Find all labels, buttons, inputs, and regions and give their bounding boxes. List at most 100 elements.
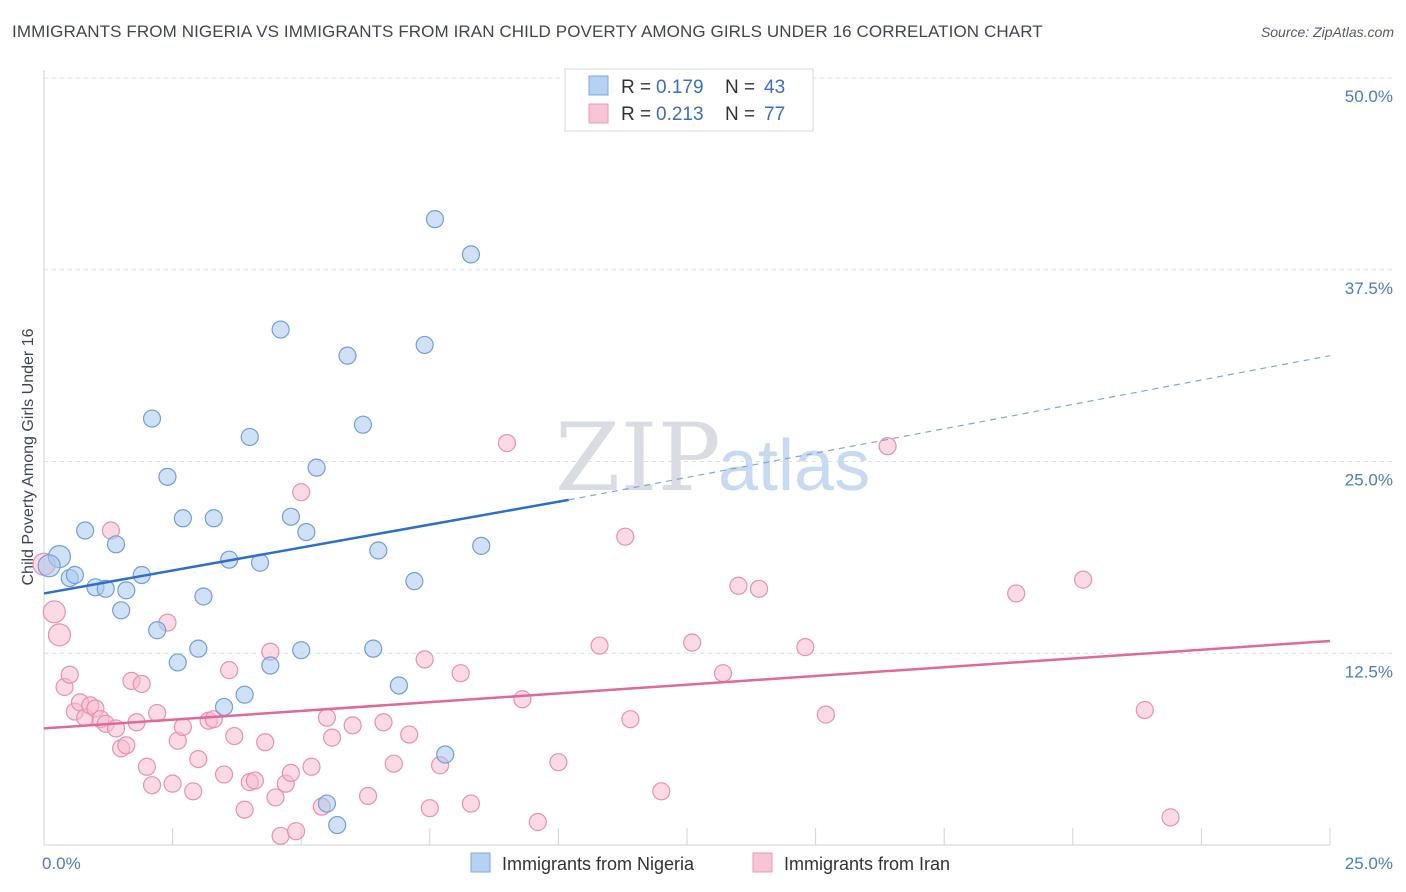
iran-point bbox=[142, 776, 162, 795]
iran-point bbox=[683, 633, 702, 652]
nigeria-point bbox=[158, 467, 177, 486]
nigeria-point bbox=[117, 581, 136, 600]
nigeria-point bbox=[472, 536, 491, 555]
legend-swatch-iran bbox=[588, 103, 609, 124]
nigeria-point bbox=[240, 427, 259, 447]
iran-point bbox=[302, 757, 321, 776]
iran-point bbox=[266, 788, 285, 807]
bottom-legend-swatch-iran bbox=[752, 852, 773, 873]
iran-point bbox=[163, 774, 182, 793]
iran-point bbox=[271, 826, 290, 845]
iran-point bbox=[374, 713, 393, 732]
iran-point bbox=[358, 786, 378, 806]
series-iran-points bbox=[32, 433, 1180, 845]
iran-point bbox=[420, 799, 439, 818]
bottom-legend: Immigrants from Nigeria Immigrants from … bbox=[470, 852, 950, 874]
nigeria-point bbox=[338, 346, 357, 365]
y-tick-label-0: 12.5% bbox=[1345, 662, 1393, 681]
iran-point bbox=[220, 661, 239, 680]
nigeria-point bbox=[281, 507, 301, 526]
nigeria-point bbox=[96, 579, 115, 598]
iran-point bbox=[148, 703, 167, 723]
iran-point bbox=[292, 483, 311, 502]
nigeria-point bbox=[173, 509, 192, 528]
iran-point bbox=[281, 763, 301, 783]
nigeria-point bbox=[461, 245, 481, 264]
source-label: Source: ZipAtlas.com bbox=[1260, 24, 1394, 40]
nigeria-point bbox=[369, 541, 388, 560]
iran-point bbox=[42, 600, 66, 624]
nigeria-point bbox=[76, 521, 95, 540]
legend-r-value-iran: 0.213 bbox=[656, 104, 704, 125]
nigeria-point bbox=[189, 639, 208, 658]
iran-point bbox=[137, 757, 156, 776]
iran-point bbox=[816, 705, 835, 724]
iran-point bbox=[317, 708, 337, 727]
iran-point bbox=[549, 753, 568, 772]
x-tick-label-min: 0.0% bbox=[42, 854, 81, 873]
iran-point bbox=[384, 754, 403, 773]
iran-point bbox=[461, 794, 481, 813]
trend-line-nigeria bbox=[43, 498, 569, 595]
legend-r-value-nigeria: 0.179 bbox=[656, 77, 704, 98]
iran-point bbox=[173, 717, 192, 736]
iran-point bbox=[117, 736, 136, 755]
iran-point bbox=[256, 733, 275, 752]
y-axis-label: Child Poverty Among Girls Under 16 bbox=[20, 328, 37, 585]
iran-point bbox=[1161, 808, 1180, 827]
nigeria-point bbox=[204, 509, 223, 528]
iran-point bbox=[796, 638, 815, 657]
legend-n-value-nigeria: 43 bbox=[764, 77, 785, 98]
nigeria-point bbox=[142, 409, 162, 428]
iran-point bbox=[621, 710, 640, 729]
watermark-zip: ZIP bbox=[555, 404, 721, 513]
iran-point bbox=[878, 437, 897, 456]
nigeria-point bbox=[271, 320, 290, 339]
iran-point bbox=[590, 636, 609, 655]
x-tick-label-max: 25.0% bbox=[1345, 854, 1393, 873]
iran-point bbox=[132, 674, 151, 694]
iran-point bbox=[60, 665, 79, 684]
bottom-legend-label-iran: Immigrants from Iran bbox=[784, 854, 950, 874]
trend-line-nigeria-extension bbox=[568, 355, 1331, 501]
legend-n-label-nigeria: N = bbox=[725, 77, 755, 98]
iran-point bbox=[1135, 700, 1154, 720]
iran-point bbox=[47, 623, 72, 647]
nigeria-point bbox=[425, 210, 445, 229]
trend-lines bbox=[43, 355, 1331, 730]
nigeria-point bbox=[261, 656, 280, 675]
nigeria-point bbox=[364, 639, 383, 658]
legend-n-label-iran: N = bbox=[725, 104, 755, 125]
legend-n-value-iran: 77 bbox=[764, 104, 785, 125]
bottom-legend-label-nigeria: Immigrants from Nigeria bbox=[502, 854, 695, 874]
iran-point bbox=[214, 765, 234, 784]
iran-point bbox=[616, 527, 635, 546]
nigeria-point bbox=[389, 676, 409, 695]
legend-r-label-nigeria: R = bbox=[621, 77, 651, 98]
nigeria-point bbox=[214, 697, 234, 717]
nigeria-point bbox=[297, 522, 316, 542]
series-nigeria-points bbox=[37, 210, 491, 835]
nigeria-point bbox=[112, 601, 131, 620]
iran-point bbox=[204, 710, 223, 729]
nigeria-point bbox=[37, 554, 61, 578]
nigeria-point bbox=[415, 335, 434, 355]
iran-point bbox=[652, 782, 671, 801]
iran-point bbox=[451, 664, 470, 683]
legend-swatch-nigeria bbox=[588, 75, 609, 96]
nigeria-point bbox=[436, 745, 455, 764]
iran-point bbox=[1073, 570, 1093, 589]
nigeria-point bbox=[168, 653, 187, 672]
watermark-atlas: atlas bbox=[718, 426, 870, 506]
iran-point bbox=[322, 728, 342, 747]
iran-point bbox=[286, 822, 306, 841]
iran-point bbox=[497, 433, 517, 453]
nigeria-point bbox=[405, 572, 424, 591]
y-tick-label-1: 25.0% bbox=[1345, 471, 1393, 490]
gridlines bbox=[44, 77, 1392, 654]
iran-point bbox=[713, 664, 733, 683]
nigeria-point bbox=[353, 415, 373, 434]
legend: R = 0.179 N = 43 R = 0.213 N = 77 bbox=[564, 68, 814, 132]
iran-point bbox=[1007, 584, 1026, 603]
iran-point bbox=[729, 576, 748, 595]
